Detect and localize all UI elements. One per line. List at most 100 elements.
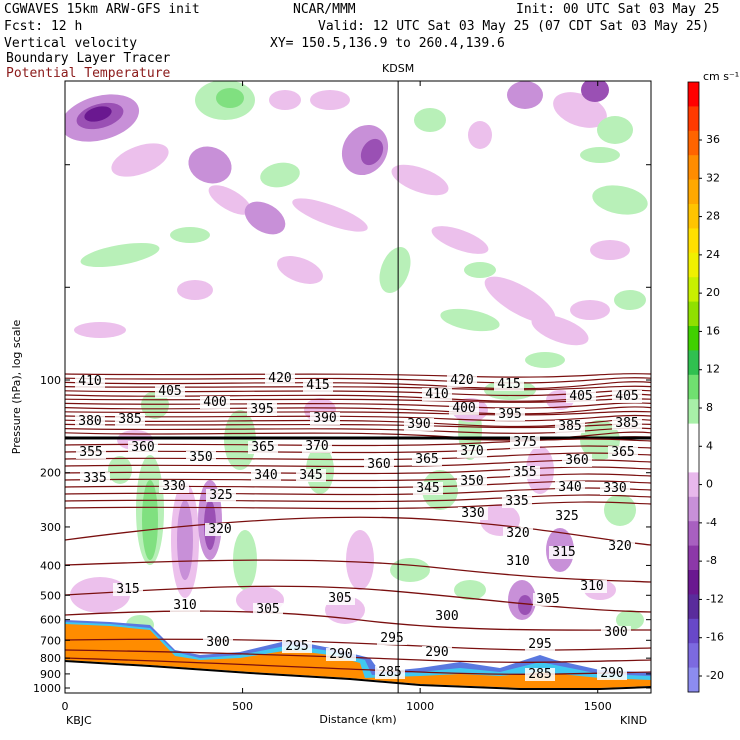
- theta-label-bg: [113, 583, 143, 596]
- theta-contour: [65, 373, 651, 378]
- colorbar-swatch: [688, 423, 699, 449]
- theta-label: 350: [460, 474, 483, 489]
- theta-label: 420: [268, 371, 291, 386]
- velocity-cell: [614, 290, 646, 310]
- colorbar-swatch: [688, 472, 699, 498]
- velocity-cell: [414, 108, 446, 132]
- potential-temperature-labels: 420 415 410 405 400 395 390 385 380 375 370 365 360 3…: [75, 371, 642, 682]
- theta-label: 410: [425, 387, 448, 402]
- x-tick-label: 1000: [406, 700, 434, 713]
- velocity-cell: [277, 256, 323, 284]
- theta-contour: [65, 406, 651, 415]
- theta-contour: [65, 559, 651, 583]
- theta-contour: [65, 410, 651, 416]
- theta-label-bg: [303, 379, 333, 392]
- theta-label: 305: [328, 591, 351, 606]
- theta-label-bg: [155, 385, 185, 398]
- theta-label: 345: [416, 481, 439, 496]
- theta-label-bg: [205, 523, 235, 536]
- colorbar-swatch: [688, 521, 699, 547]
- right-end-station: KIND: [620, 714, 647, 727]
- theta-label: 360: [131, 440, 154, 455]
- field-vertical-velocity: Vertical velocity: [4, 36, 138, 51]
- colorbar-swatch: [688, 618, 699, 644]
- colorbar-label: 4: [706, 439, 713, 452]
- colorbar-swatch: [688, 448, 699, 473]
- theta-label: 340: [558, 480, 581, 495]
- theta-label: 420: [450, 373, 473, 388]
- y-tick-label: 800: [40, 652, 61, 665]
- valid-time: Valid: 12 UTC Sat 03 May 25 (07 CDT Sat …: [318, 19, 710, 34]
- velocity-cell: [177, 500, 193, 580]
- theta-label-bg: [457, 445, 487, 458]
- velocity-cell: [80, 242, 160, 268]
- theta-label-bg: [457, 475, 487, 488]
- theta-label: 370: [460, 444, 483, 459]
- theta-label: 410: [78, 374, 101, 389]
- theta-label: 315: [552, 545, 575, 560]
- theta-label: 330: [162, 479, 185, 494]
- left-end-station: KBJC: [66, 714, 92, 727]
- theta-label: 370: [305, 439, 328, 454]
- theta-label-bg: [503, 527, 533, 540]
- field-boundary-layer-tracer: Boundary Layer Tracer: [6, 51, 171, 66]
- field-potential-temperature: Potential Temperature: [6, 66, 171, 81]
- theta-label: 360: [367, 457, 390, 472]
- theta-label-bg: [302, 440, 332, 453]
- theta-contour: [65, 585, 651, 613]
- velocity-cell: [111, 143, 169, 177]
- velocity-cell: [440, 308, 500, 332]
- theta-label: 295: [285, 639, 308, 654]
- theta-label-bg: [248, 441, 278, 454]
- colorbar-label: 20: [706, 286, 720, 299]
- colorbar-label: 28: [706, 210, 720, 223]
- theta-label-bg: [525, 668, 555, 681]
- theta-contour: [65, 516, 651, 546]
- theta-contour: [65, 445, 651, 454]
- theta-label-bg: [206, 489, 236, 502]
- velocity-cell: [346, 530, 374, 590]
- theta-label: 290: [600, 666, 623, 681]
- velocity-cell: [108, 456, 132, 484]
- y-tick-label: 500: [40, 589, 61, 602]
- theta-contour: [65, 438, 651, 447]
- theta-contour: [65, 494, 651, 503]
- theta-label-bg: [75, 375, 105, 388]
- colorbar-label: 8: [706, 401, 713, 414]
- theta-label: 285: [528, 667, 551, 682]
- theta-label-bg: [608, 446, 638, 459]
- colorbar-label: -16: [706, 631, 724, 644]
- theta-contour: [65, 377, 651, 384]
- theta-label: 355: [79, 445, 102, 460]
- colorbar-swatch: [688, 350, 699, 376]
- theta-label: 310: [173, 598, 196, 613]
- theta-label-bg: [566, 390, 596, 403]
- theta-contour: [65, 381, 651, 390]
- velocity-cell: [390, 558, 430, 582]
- theta-label: 375: [513, 435, 536, 450]
- theta-label-bg: [159, 480, 189, 493]
- velocity-cell: [464, 262, 496, 278]
- colorbar-swatch: [688, 301, 699, 327]
- colorbar-swatch: [688, 155, 699, 181]
- theta-label-bg: [422, 646, 452, 659]
- colorbar-swatch: [688, 643, 699, 669]
- theta-label-bg: [503, 555, 533, 568]
- theta-label: 345: [299, 468, 322, 483]
- theta-label-bg: [412, 453, 442, 466]
- theta-label-bg: [265, 372, 295, 385]
- theta-label: 385: [615, 416, 638, 431]
- y-tick-label: 600: [40, 614, 61, 627]
- colorbar-swatch: [688, 570, 699, 595]
- theta-label-bg: [555, 420, 585, 433]
- velocity-cell: [208, 185, 252, 215]
- colorbar-label: -4: [706, 516, 717, 529]
- velocity-cell: [581, 81, 609, 102]
- theta-label-bg: [449, 402, 479, 415]
- colorbar-label: 36: [706, 133, 720, 146]
- colorbar: 36 32 28 24 20 16 12 8 4 0 -4 -8 -12 -16 -20: [687, 81, 724, 693]
- theta-label-bg: [577, 580, 607, 593]
- theta-label-bg: [253, 603, 283, 616]
- theta-label-bg: [605, 540, 635, 553]
- velocity-cell: [244, 201, 286, 235]
